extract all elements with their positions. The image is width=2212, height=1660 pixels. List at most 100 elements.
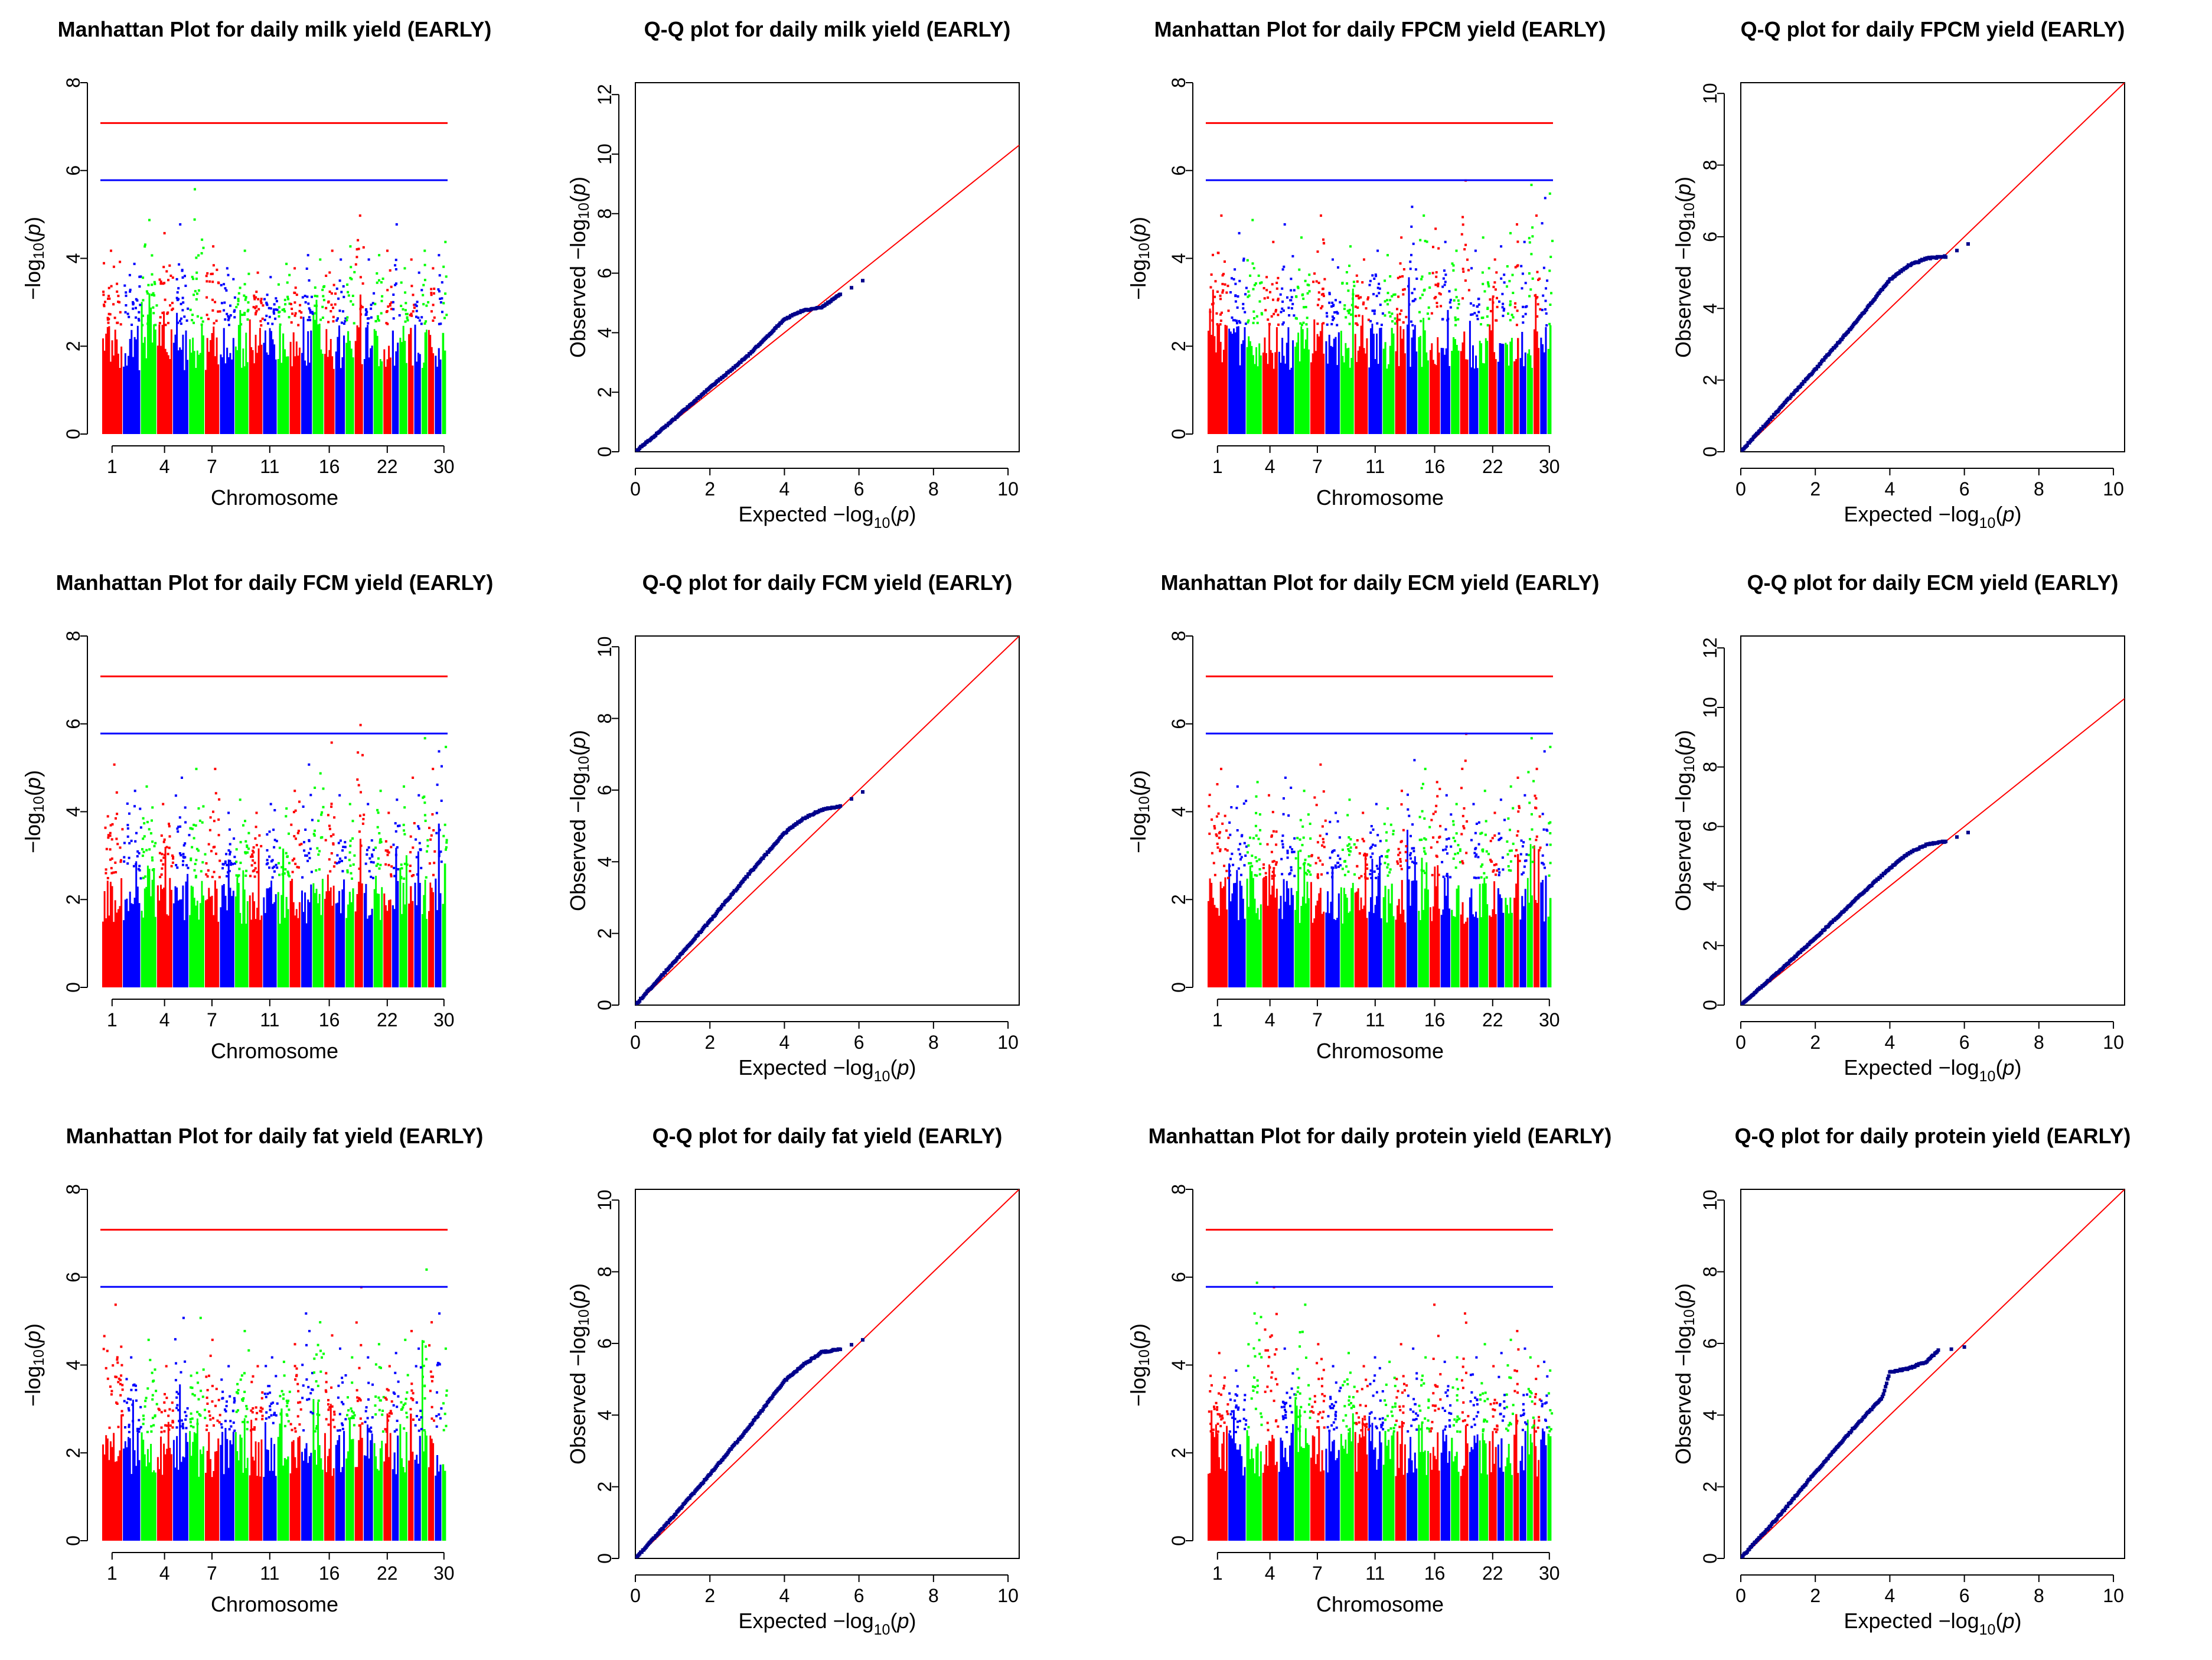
x-tick-label: 0 xyxy=(1735,1032,1746,1053)
x-tick-label: 1 xyxy=(107,1563,118,1584)
chromosome-points-25 xyxy=(1513,1330,1520,1425)
chromosome-points-9 xyxy=(235,798,250,878)
chromosome-bars xyxy=(1208,1399,1552,1541)
chromosome-bars-28 xyxy=(1534,1419,1540,1541)
y-axis-label: Observed −log10(p) xyxy=(566,177,593,358)
chromosome-bars-22 xyxy=(1489,881,1497,987)
chromosome-points-30 xyxy=(442,745,448,851)
chromosome-points-15 xyxy=(312,772,325,872)
chart-panel-4: Q-Q plot for daily FPCM yield (EARLY) 0 2 4… xyxy=(1658,0,2211,553)
x-tick-label: 22 xyxy=(1482,1009,1503,1030)
chromosome-points-3 xyxy=(1247,1281,1263,1429)
chromosome-bars-29 xyxy=(435,823,442,987)
chromosome-bars-30 xyxy=(1547,1433,1552,1541)
chart-panel-7: Manhattan Plot for daily ECM yield (EARL… xyxy=(1105,553,1658,1107)
x-tick-label: 7 xyxy=(207,1009,217,1030)
chart-title: Manhattan Plot for daily fat yield (EARL… xyxy=(66,1124,484,1148)
chromosome-bars-2 xyxy=(1228,1410,1246,1541)
chromosome-points-4 xyxy=(157,1365,174,1433)
y-tick-label: 8 xyxy=(594,208,615,219)
chart-title: Manhattan Plot for daily FCM yield (EARL… xyxy=(56,570,494,595)
chromosome-bars-9 xyxy=(234,310,249,434)
chromosome-points-30 xyxy=(442,240,448,319)
chromosome-points-20 xyxy=(1469,1356,1480,1429)
chromosome-bars-26 xyxy=(414,851,421,987)
chromosome-bars-2 xyxy=(1228,326,1246,434)
x-tick-label: 10 xyxy=(997,1585,1019,1606)
chromosome-bars-22 xyxy=(383,345,391,434)
chromosome-points-26 xyxy=(415,794,423,876)
chromosome-points-16 xyxy=(1430,1303,1442,1433)
chromosome-points-29 xyxy=(1541,750,1549,869)
chromosome-points-11 xyxy=(263,1356,279,1424)
y-axis-label: Observed −log10(p) xyxy=(1671,1283,1698,1465)
chromosome-points-2 xyxy=(123,1356,142,1433)
x-tick-label: 2 xyxy=(704,1585,715,1606)
x-axis-label: Expected −log10(p) xyxy=(738,502,916,531)
y-tick-label: 4 xyxy=(1168,253,1189,264)
chromosome-points-19 xyxy=(354,214,365,316)
chromosome-points-1 xyxy=(104,763,124,879)
chromosome-points-11 xyxy=(1368,249,1384,327)
chromosome-bars-10 xyxy=(249,1420,263,1541)
chromosome-bars-18 xyxy=(345,331,354,434)
y-tick-label: 0 xyxy=(594,1553,615,1564)
chromosome-points-21 xyxy=(374,254,384,322)
chromosome-bars-6 xyxy=(189,325,204,434)
chromosome-bars-5 xyxy=(1278,327,1294,434)
chromosome-points-3 xyxy=(1246,218,1264,324)
y-tick-label: 8 xyxy=(63,1184,84,1195)
chromosome-points-8 xyxy=(220,1365,236,1432)
chromosome-points-2 xyxy=(1228,785,1248,876)
chromosome-points-18 xyxy=(1451,1356,1461,1433)
y-tick-label: 8 xyxy=(1168,77,1189,88)
chromosome-points-12 xyxy=(1384,1361,1397,1433)
chromosome-bars-4 xyxy=(1262,864,1278,987)
chromosome-bars-27 xyxy=(421,1340,428,1541)
chromosome-points-15 xyxy=(313,1321,325,1433)
snp-points xyxy=(104,723,448,880)
chromosome-points-4 xyxy=(158,803,175,879)
x-tick-label: 22 xyxy=(377,1563,398,1584)
chromosome-bars-19 xyxy=(354,1424,363,1541)
x-axis-label: Expected −log10(p) xyxy=(738,1055,916,1085)
chart-panel-5: Manhattan Plot for daily FCM yield (EARL… xyxy=(0,553,553,1107)
chromosome-points-26 xyxy=(414,271,423,325)
chromosome-points-1 xyxy=(1209,214,1230,326)
y-tick-label: 0 xyxy=(594,1000,615,1010)
chromosome-points-12 xyxy=(1384,254,1397,325)
chromosome-points-20 xyxy=(364,1356,374,1433)
y-tick-label: 2 xyxy=(1699,375,1721,386)
chromosome-points-10 xyxy=(249,811,263,878)
chromosome-bars-1 xyxy=(1208,877,1228,987)
chromosome-bars-16 xyxy=(324,329,335,434)
chromosome-bars-9 xyxy=(1340,883,1354,987)
x-tick-label: 11 xyxy=(1365,456,1385,477)
chromosome-points-23 xyxy=(391,223,401,320)
chromosome-bars-25 xyxy=(408,328,414,434)
y-axis-label: Observed −log10(p) xyxy=(1671,730,1698,911)
chromosome-bars-20 xyxy=(363,883,373,987)
x-tick-label: 1 xyxy=(1212,1009,1223,1030)
chromosome-points-18 xyxy=(1451,249,1460,327)
chromosome-points-7 xyxy=(1310,1343,1326,1429)
y-tick-label: 4 xyxy=(1699,880,1721,891)
x-tick-label: 16 xyxy=(1424,1009,1446,1030)
chromosome-bars-2 xyxy=(123,861,141,987)
chromosome-bars-16 xyxy=(324,874,335,987)
y-tick-label: 6 xyxy=(1168,719,1189,729)
chromosome-points-6 xyxy=(1294,790,1312,876)
chromosome-points-12 xyxy=(1383,807,1395,877)
y-tick-label: 10 xyxy=(1699,83,1721,104)
x-tick-label: 11 xyxy=(1365,1009,1385,1030)
identity-line xyxy=(1741,1189,2125,1558)
chromosome-bars-26 xyxy=(414,1436,421,1541)
chromosome-points-29 xyxy=(1541,197,1549,327)
identity-line xyxy=(635,636,1019,1005)
y-tick-label: 4 xyxy=(594,327,615,338)
x-tick-label: 6 xyxy=(1959,1032,1970,1053)
chromosome-points-20 xyxy=(1470,803,1480,879)
y-tick-label: 2 xyxy=(63,341,84,351)
x-tick-label: 30 xyxy=(433,1563,455,1584)
chromosome-points-25 xyxy=(409,258,416,317)
